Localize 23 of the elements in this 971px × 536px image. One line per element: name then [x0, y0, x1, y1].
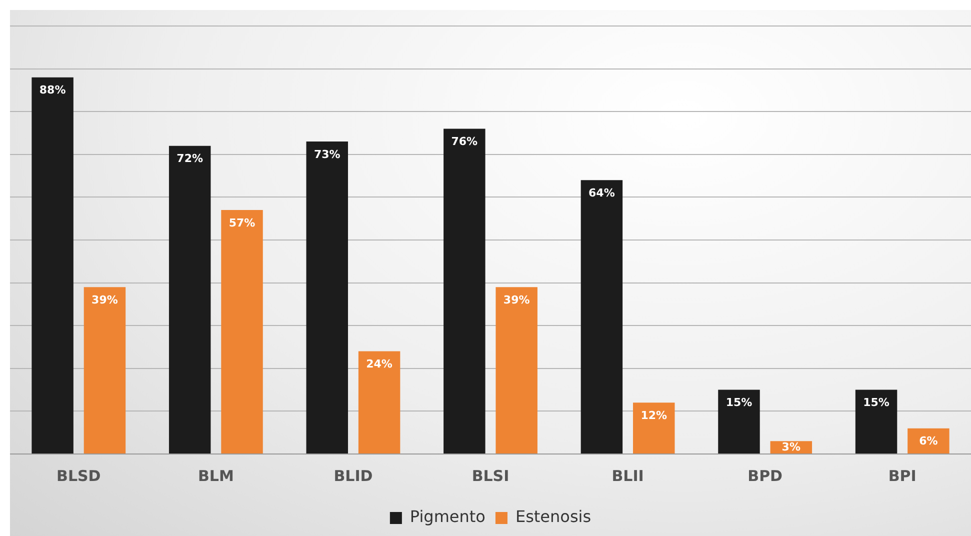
data-label: 72% — [176, 152, 204, 166]
data-label: 39% — [503, 293, 530, 306]
data-label: 15% — [726, 396, 752, 410]
data-label: 64% — [588, 186, 615, 200]
data-label: 15% — [863, 396, 890, 410]
data-label: 3% — [782, 440, 800, 454]
x-tick-label: BLID — [334, 466, 373, 485]
data-label: 88% — [39, 84, 66, 97]
x-tick-label: BLSD — [56, 466, 101, 485]
x-tick-label: BLM — [198, 466, 234, 485]
data-label: 12% — [640, 409, 668, 422]
data-label: 76% — [451, 135, 478, 148]
x-tick-label: BLII — [612, 466, 644, 485]
data-label: 73% — [314, 148, 340, 161]
x-tick-label: BPD — [748, 466, 783, 485]
data-label: 39% — [92, 293, 118, 306]
legend-label: Pigmento — [410, 507, 486, 526]
data-label: 24% — [366, 358, 392, 371]
x-tick-label: BPI — [888, 466, 916, 485]
data-label: 6% — [919, 434, 938, 448]
legend-label: Estenosis — [515, 507, 592, 526]
x-tick-label: BLSI — [472, 466, 510, 485]
data-label: 57% — [228, 216, 256, 230]
